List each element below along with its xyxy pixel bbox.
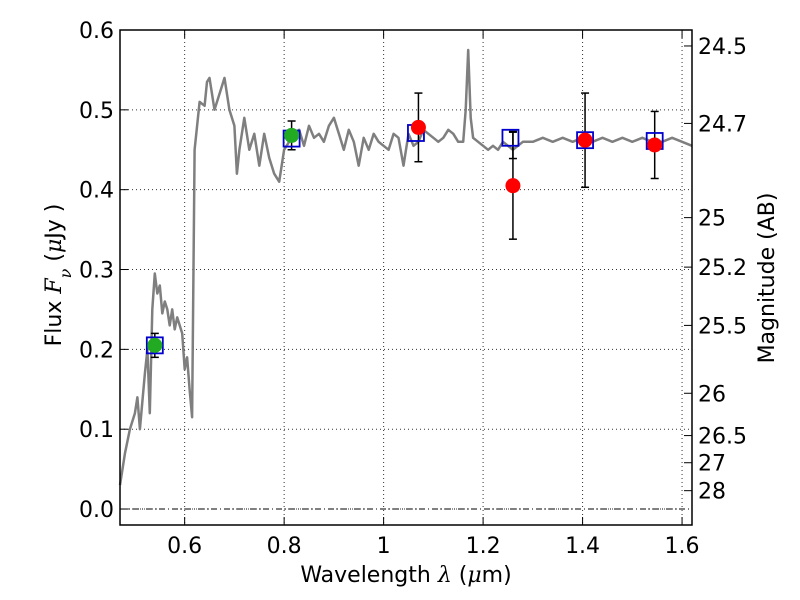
y2-tick-label: 26.5 [698,425,747,450]
y2-tick-label: 28 [698,480,726,505]
model-photometry-square [145,336,164,355]
y2-tick-label: 25 [698,207,726,232]
y2-tick-label: 26 [698,382,726,407]
x-tick-label: 1.4 [565,534,600,559]
x-axis-title: Wavelength λ (μm) [300,563,511,588]
nir-point [577,132,593,148]
y-tick-label: 0.6 [79,19,114,44]
y-tick-label: 0.4 [79,179,114,204]
y-tick-label: 0.1 [79,418,114,443]
y2-tick-label: 24.5 [698,35,747,60]
nir-point [647,137,663,153]
model-spectrum-group [118,48,693,486]
optical-point [147,337,163,353]
y2-tick-labels: 24.5 24.7 25 25.2 25.5 26 26.527 28 [698,35,747,505]
y-tick-label: 0.5 [79,99,114,124]
x-tick-label: 0.6 [167,534,202,559]
x-tick-label: 1.6 [665,534,700,559]
y-tick-label: 0.3 [79,259,114,284]
optical-point [284,127,300,143]
x-tick-label: 1.2 [466,534,501,559]
nir-point [505,178,521,194]
x-tick-labels: 0.6 0.8 1 1.2 1.4 1.6 [167,534,699,559]
x-tick-label: 0.8 [267,534,302,559]
y-tick-label: 0.2 [79,338,114,363]
y-tick-labels: 0.0 0.1 0.2 0.3 0.4 0.5 0.6 [79,19,114,523]
x-tick-label: 1 [377,534,391,559]
y2-tick-label: 25.2 [698,256,747,281]
y2-tick-label: 24.7 [698,112,747,137]
y-tick-label: 0.0 [79,498,114,523]
axis-ticks [120,29,692,525]
y2-axis-title: Magnitude (AB) [755,193,780,364]
model-spectrum-line [118,48,693,486]
model-photometry-square [501,128,520,147]
nir-point [410,119,426,135]
observed-points-group [147,119,663,353]
y2-tick-label: 25.5 [698,314,747,339]
plot-frame [119,29,693,526]
y-axis-title: Flux Fν (μJy ) [42,204,75,347]
model-photometry-square [576,131,594,150]
y2-tick-label: 27 [698,452,726,477]
grid-lines [120,29,692,525]
